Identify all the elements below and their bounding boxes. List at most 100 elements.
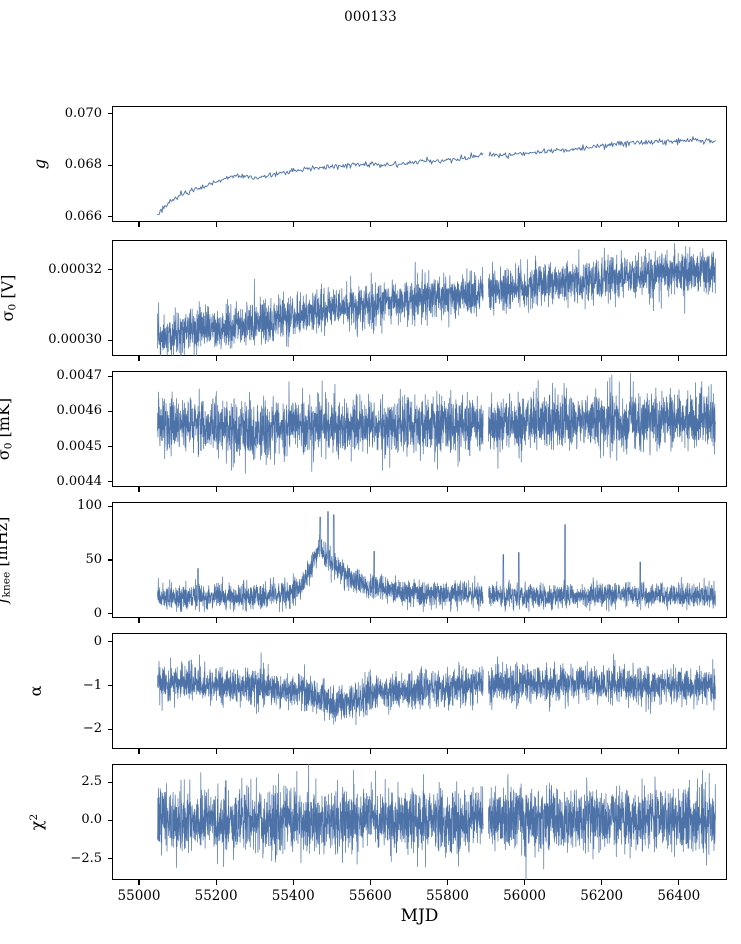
x-tick-mark xyxy=(292,880,294,885)
x-tick-mark xyxy=(601,618,603,623)
x-tick-mark xyxy=(601,356,603,361)
y-tick-mark xyxy=(108,684,113,687)
x-tick-mark xyxy=(215,618,217,623)
x-tick-mark xyxy=(678,880,680,885)
x-tick-label: 55000 xyxy=(117,888,161,904)
x-tick-mark xyxy=(215,749,217,754)
x-tick-mark xyxy=(138,356,140,361)
panel-gain: 0.066 0.068 0.070 g xyxy=(30,106,727,227)
x-tick-mark xyxy=(678,222,680,227)
figure-title: 000133 xyxy=(344,9,397,25)
x-tick-mark xyxy=(446,880,448,885)
x-tick-label: 55400 xyxy=(271,888,315,904)
y-tick-mark xyxy=(108,164,113,166)
y-axis-label-f_knee: fknee [mHz] xyxy=(0,516,13,604)
x-tick-mark xyxy=(601,222,603,227)
x-tick-mark xyxy=(369,618,371,623)
x-tick-mark xyxy=(292,222,294,227)
x-tick-mark xyxy=(524,880,526,885)
x-tick-mark xyxy=(601,880,603,885)
x-tick-mark xyxy=(678,356,680,361)
y-tick-mark xyxy=(108,375,113,377)
y-tick-mark xyxy=(108,446,113,448)
data-trace-gain xyxy=(157,136,716,215)
y-tick-mark xyxy=(108,641,113,643)
x-tick-mark xyxy=(215,356,217,361)
y-tick-label: 2.5 xyxy=(81,774,102,790)
data-trace-alpha xyxy=(157,652,716,726)
y-tick-mark xyxy=(108,339,113,341)
x-tick-mark xyxy=(292,487,294,492)
data-trace-sigma0_mk xyxy=(157,372,716,474)
x-tick-mark xyxy=(138,880,140,885)
y-tick-label: 100 xyxy=(77,498,102,514)
panel-chi2: 2.5 0.0 −2.5 χ2 55000 55200 55400 55600 55800 560… xyxy=(27,764,727,903)
x-axis-label: MJD xyxy=(400,906,439,926)
x-tick-mark xyxy=(138,487,140,492)
x-tick-mark xyxy=(369,487,371,492)
y-tick-mark xyxy=(108,781,113,783)
y-axis-label-chi2: χ2 xyxy=(26,813,46,831)
x-tick-mark xyxy=(678,618,680,623)
x-tick-mark xyxy=(215,222,217,227)
x-tick-mark xyxy=(138,618,140,623)
y-tick-label: 0.0 xyxy=(81,812,102,828)
axes-frame-gain xyxy=(112,106,727,222)
x-tick-label: 56400 xyxy=(657,888,701,904)
y-tick-label: 0.0044 xyxy=(56,473,103,489)
y-tick-label: 0 xyxy=(93,633,102,649)
y-tick-mark xyxy=(108,269,113,271)
x-tick-mark xyxy=(369,222,371,227)
y-tick-mark xyxy=(108,113,113,115)
x-tick-label: 55800 xyxy=(425,888,469,904)
x-tick-label: 56200 xyxy=(580,888,624,904)
y-tick-mark xyxy=(108,613,113,615)
y-tick-label: 0.0047 xyxy=(56,368,103,384)
x-tick-mark xyxy=(601,749,603,754)
y-tick-label: 0.066 xyxy=(64,208,102,224)
x-tick-mark xyxy=(369,880,371,885)
y-tick-mark xyxy=(108,410,113,412)
y-tick-label: −2 xyxy=(82,721,102,737)
y-tick-label: 0.070 xyxy=(64,105,102,121)
y-tick-mark xyxy=(108,481,113,483)
x-tick-mark xyxy=(446,356,448,361)
x-tick-label: 55200 xyxy=(194,888,238,904)
x-tick-mark xyxy=(138,222,140,227)
y-tick-label: 0.068 xyxy=(64,157,102,173)
x-tick-mark xyxy=(678,487,680,492)
panel-f_knee: 0 50 100 fknee [mHz] xyxy=(0,499,727,623)
x-tick-label: 56000 xyxy=(503,888,547,904)
y-tick-mark xyxy=(108,858,113,860)
y-axis-label-gain: g xyxy=(30,158,49,170)
x-tick-mark xyxy=(524,356,526,361)
x-tick-mark xyxy=(369,356,371,361)
x-tick-mark xyxy=(524,618,526,623)
y-tick-label: −1 xyxy=(82,677,102,693)
y-tick-mark xyxy=(108,819,113,822)
y-tick-label: 0 xyxy=(93,605,102,621)
x-tick-mark xyxy=(446,487,448,492)
y-tick-label: 0.00032 xyxy=(48,261,102,277)
data-trace-chi2 xyxy=(157,764,716,880)
x-tick-mark xyxy=(138,749,140,754)
y-tick-label: −2.5 xyxy=(70,850,102,866)
y-tick-label: 0.0046 xyxy=(56,403,103,419)
y-tick-label: 50 xyxy=(85,552,102,567)
x-tick-mark xyxy=(446,749,448,754)
x-tick-mark xyxy=(369,749,371,754)
y-tick-mark xyxy=(108,559,113,561)
x-tick-mark xyxy=(292,749,294,754)
x-tick-label: 55600 xyxy=(348,888,392,904)
x-tick-mark xyxy=(601,487,603,492)
y-tick-mark xyxy=(108,728,113,730)
data-trace-sigma0_volt xyxy=(157,243,716,356)
x-tick-mark xyxy=(215,487,217,492)
y-tick-label: 0.0045 xyxy=(56,438,103,454)
data-trace-f_knee xyxy=(157,511,716,612)
panel-alpha: 0 −1 −2 α xyxy=(26,633,727,754)
x-tick-mark xyxy=(215,880,217,885)
x-tick-mark xyxy=(446,618,448,623)
